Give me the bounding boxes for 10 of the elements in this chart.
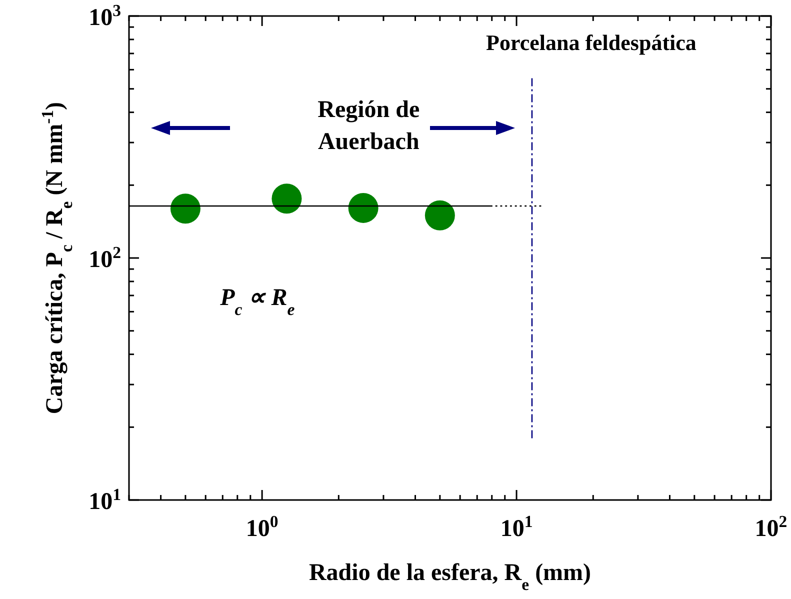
text: Porcelana feldespática bbox=[486, 30, 696, 55]
annotation: P$_{c}$ ∝ R$_{e}$ bbox=[219, 285, 296, 318]
y-tick-label: 10$^{1}$ bbox=[88, 484, 121, 515]
x-tick-label: 10$^{1}$ bbox=[500, 512, 533, 542]
x-tick-label: 10$^{0}$ bbox=[246, 512, 278, 542]
x-axis-title: Radio de la esfera, R$_{e}$ (mm) bbox=[308, 560, 592, 594]
y-tick-label: 10$^{3}$ bbox=[88, 0, 121, 31]
y-tick-label: 10$^{2}$ bbox=[88, 242, 121, 273]
annotation: Región de Auerbach bbox=[318, 97, 420, 155]
x-tick-label: 10$^{2}$ bbox=[754, 512, 788, 542]
